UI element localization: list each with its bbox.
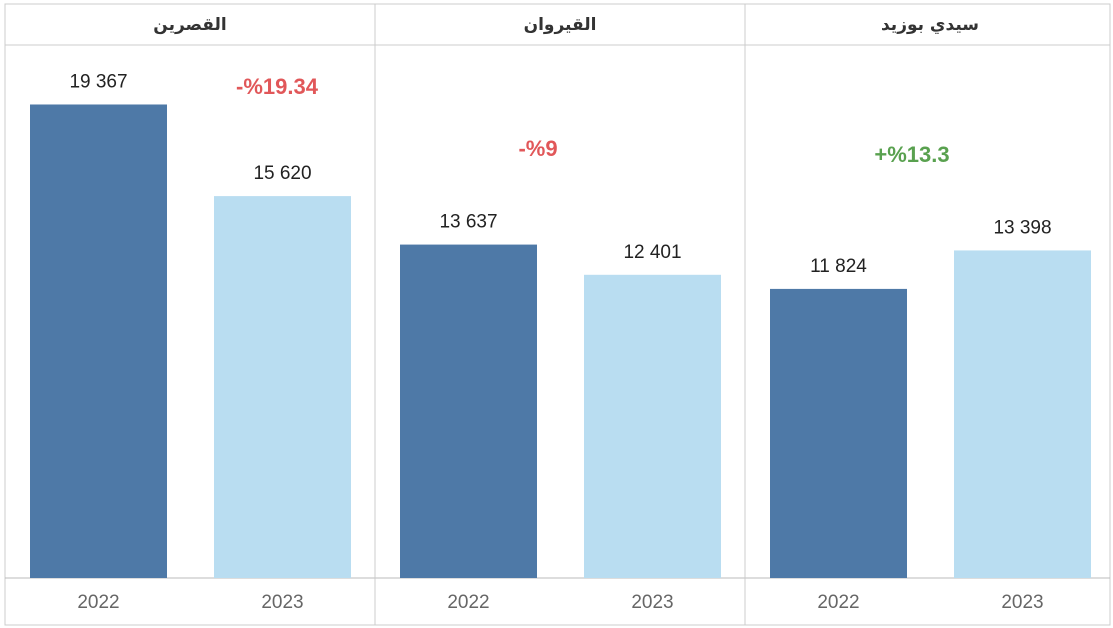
bar — [400, 244, 537, 578]
x-tick-label: 2022 — [817, 592, 859, 613]
bar — [954, 250, 1091, 578]
x-tick-label: 2023 — [1001, 592, 1043, 613]
change-annotation: -%9 — [518, 136, 557, 161]
bar — [214, 196, 351, 579]
x-tick-label: 2023 — [631, 592, 673, 613]
panel-title: القصرين — [153, 15, 226, 35]
bar — [30, 104, 167, 579]
x-tick-label: 2023 — [261, 592, 303, 613]
bar — [584, 274, 721, 578]
panel-title: القيروان — [524, 15, 597, 35]
value-label: 15 620 — [253, 163, 311, 184]
x-tick-label: 2022 — [77, 592, 119, 613]
bar — [770, 288, 907, 578]
change-annotation: +%13.3 — [874, 142, 949, 167]
value-label: 13 637 — [439, 212, 497, 233]
panel-title: سيدي بوزيد — [881, 15, 979, 35]
value-label: 19 367 — [69, 72, 127, 93]
value-label: 13 398 — [993, 217, 1051, 238]
frame — [4, 3, 1111, 626]
change-annotation: -%19.34 — [236, 74, 319, 99]
value-label: 12 401 — [623, 242, 681, 263]
x-tick-label: 2022 — [447, 592, 489, 613]
value-label: 11 824 — [810, 256, 867, 277]
